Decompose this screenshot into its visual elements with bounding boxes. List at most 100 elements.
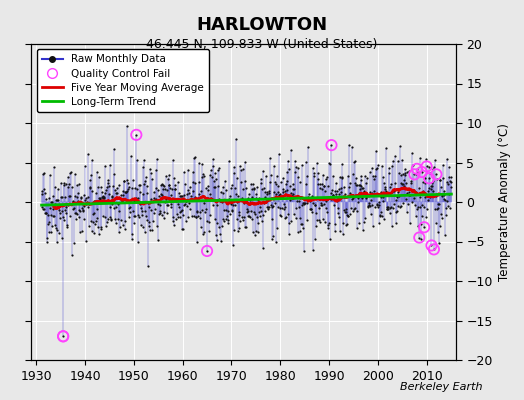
- Point: [205, 219, 213, 226]
- Point: [92, 218, 100, 224]
- Point: [86, 218, 95, 224]
- Point: [83, 200, 91, 207]
- Point: [442, 205, 450, 212]
- Point: [216, 198, 224, 204]
- Point: [104, 216, 112, 222]
- Point: [384, 206, 392, 212]
- Point: [319, 216, 328, 222]
- Point: [320, 201, 329, 207]
- Point: [251, 232, 259, 238]
- Point: [332, 198, 341, 204]
- Point: [64, 180, 73, 187]
- Point: [263, 189, 271, 196]
- Point: [324, 182, 333, 189]
- Point: [418, 169, 426, 175]
- Point: [210, 184, 219, 191]
- Point: [369, 173, 377, 180]
- Point: [180, 192, 188, 198]
- Point: [102, 186, 111, 193]
- Point: [306, 206, 314, 212]
- Point: [194, 190, 203, 197]
- Point: [52, 196, 60, 203]
- Point: [115, 208, 123, 214]
- Point: [436, 177, 444, 183]
- Point: [368, 190, 377, 196]
- Point: [363, 175, 372, 182]
- Point: [285, 220, 293, 226]
- Point: [267, 204, 276, 210]
- Point: [104, 180, 113, 187]
- Point: [357, 172, 365, 179]
- Point: [333, 187, 342, 194]
- Point: [130, 185, 139, 192]
- Point: [61, 206, 69, 213]
- Point: [141, 174, 150, 180]
- Point: [301, 181, 310, 188]
- Point: [442, 197, 451, 204]
- Point: [255, 209, 263, 215]
- Point: [438, 193, 446, 199]
- Point: [315, 185, 324, 191]
- Point: [181, 198, 190, 204]
- Point: [182, 198, 191, 204]
- Point: [205, 227, 213, 234]
- Point: [80, 203, 88, 210]
- Point: [402, 196, 410, 202]
- Point: [135, 214, 144, 221]
- Point: [225, 158, 233, 164]
- Point: [426, 170, 434, 176]
- Point: [323, 222, 332, 229]
- Point: [378, 213, 386, 219]
- Point: [123, 123, 131, 129]
- Point: [234, 228, 242, 234]
- Point: [79, 208, 87, 214]
- Point: [277, 212, 286, 219]
- Point: [302, 158, 310, 165]
- Point: [372, 148, 380, 154]
- Point: [269, 202, 277, 209]
- Point: [389, 158, 397, 164]
- Point: [47, 229, 55, 235]
- Point: [166, 198, 174, 204]
- Point: [401, 166, 410, 172]
- Point: [249, 185, 258, 192]
- Point: [233, 215, 242, 222]
- Point: [238, 213, 246, 220]
- Point: [422, 163, 431, 170]
- Point: [42, 196, 51, 202]
- Point: [228, 202, 237, 208]
- Point: [446, 184, 455, 190]
- Point: [50, 201, 59, 207]
- Point: [406, 192, 414, 198]
- Point: [261, 199, 270, 205]
- Point: [361, 173, 369, 179]
- Point: [59, 333, 68, 340]
- Point: [94, 224, 102, 230]
- Point: [132, 194, 140, 201]
- Point: [84, 200, 93, 207]
- Point: [414, 185, 423, 191]
- Point: [240, 214, 248, 220]
- Point: [394, 158, 402, 164]
- Point: [267, 202, 275, 208]
- Point: [260, 200, 268, 206]
- Point: [138, 164, 147, 170]
- Point: [427, 242, 435, 249]
- Point: [155, 193, 163, 199]
- Point: [293, 174, 302, 180]
- Point: [178, 226, 187, 233]
- Point: [39, 171, 47, 177]
- Point: [318, 186, 326, 192]
- Point: [106, 204, 114, 210]
- Point: [321, 219, 330, 226]
- Point: [235, 209, 244, 216]
- Point: [315, 205, 323, 211]
- Point: [166, 184, 174, 191]
- Point: [70, 193, 79, 199]
- Point: [329, 191, 337, 198]
- Point: [419, 188, 428, 194]
- Point: [427, 185, 435, 192]
- Point: [324, 225, 332, 232]
- Point: [445, 190, 454, 197]
- Point: [418, 202, 427, 209]
